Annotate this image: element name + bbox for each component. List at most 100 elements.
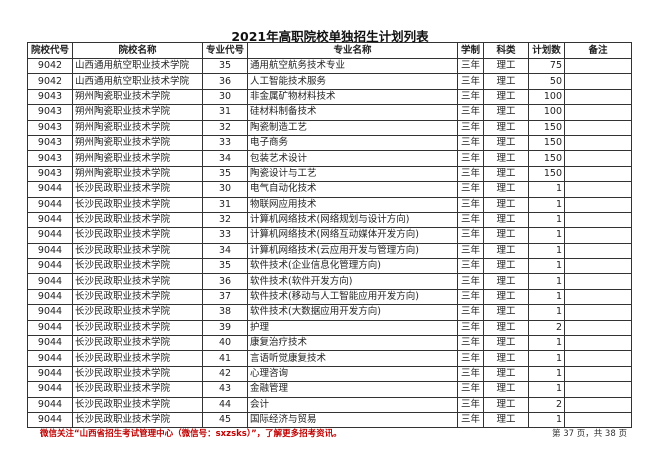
cell-major-code: 45 bbox=[202, 411, 248, 429]
cell-remarks bbox=[564, 411, 632, 429]
table-row: 9044 长沙民政职业技术学院 37 软件技术(移动与人工智能应用开发方向) 三年 理工 1 bbox=[27, 288, 632, 306]
cell-major-name: 非金属矿物材料技术 bbox=[247, 88, 458, 106]
cell-school-name: 长沙民政职业技术学院 bbox=[72, 242, 203, 260]
cell-major-name: 软件技术(企业信息化管理方向) bbox=[247, 258, 458, 275]
cell-major-name: 计算机网络技术(云应用开发与管理方向) bbox=[247, 242, 458, 260]
cell-category: 理工 bbox=[483, 134, 529, 152]
cell-category: 理工 bbox=[483, 304, 529, 321]
cell-major-code: 39 bbox=[202, 319, 248, 337]
cell-remarks bbox=[564, 88, 632, 106]
cell-major-name: 软件技术(大数据应用开发方向) bbox=[247, 304, 458, 321]
cell-major-name: 电气自动化技术 bbox=[247, 181, 458, 198]
cell-school-name: 长沙民政职业技术学院 bbox=[72, 381, 203, 398]
cell-school-code: 9043 bbox=[27, 150, 73, 167]
cell-plan-count: 1 bbox=[528, 242, 565, 260]
cell-major-code: 34 bbox=[202, 150, 248, 167]
cell-remarks bbox=[564, 150, 632, 167]
page-number: 第 37 页，共 38 页 bbox=[552, 429, 627, 439]
cell-school-name: 长沙民政职业技术学院 bbox=[72, 258, 203, 275]
table-row: 9044 长沙民政职业技术学院 38 软件技术(大数据应用开发方向) 三年 理工 1 bbox=[27, 304, 632, 321]
cell-category: 理工 bbox=[483, 227, 529, 244]
table-row: 9044 长沙民政职业技术学院 43 金融管理 三年 理工 1 bbox=[27, 381, 632, 398]
cell-school-name: 长沙民政职业技术学院 bbox=[72, 227, 203, 244]
enrollment-plan-table: 院校代号 院校名称 专业代号 专业名称 学制 科类 计划数 备注 9042 山西通用航空职业技术… bbox=[27, 42, 632, 429]
cell-remarks bbox=[564, 211, 632, 229]
cell-major-code: 43 bbox=[202, 381, 248, 398]
cell-remarks bbox=[564, 119, 632, 136]
cell-duration: 三年 bbox=[457, 165, 484, 183]
cell-plan-count: 2 bbox=[528, 319, 565, 337]
cell-duration: 三年 bbox=[457, 134, 484, 152]
cell-school-name: 长沙民政职业技术学院 bbox=[72, 288, 203, 306]
cell-school-code: 9044 bbox=[27, 181, 73, 198]
cell-major-name: 陶瓷制造工艺 bbox=[247, 119, 458, 136]
cell-duration: 三年 bbox=[457, 181, 484, 198]
header-category: 科类 bbox=[483, 42, 529, 59]
cell-duration: 三年 bbox=[457, 365, 484, 383]
cell-school-code: 9043 bbox=[27, 88, 73, 106]
cell-remarks bbox=[564, 181, 632, 198]
cell-major-code: 35 bbox=[202, 165, 248, 183]
cell-school-name: 长沙民政职业技术学院 bbox=[72, 196, 203, 213]
cell-major-code: 34 bbox=[202, 242, 248, 260]
cell-category: 理工 bbox=[483, 181, 529, 198]
cell-plan-count: 2 bbox=[528, 396, 565, 413]
header-duration: 学制 bbox=[457, 42, 484, 59]
cell-category: 理工 bbox=[483, 411, 529, 429]
cell-major-code: 30 bbox=[202, 88, 248, 106]
wechat-note: 微信关注“山西省招生考试管理中心（微信号：sxzsks）”，了解更多招考资讯。 bbox=[40, 429, 342, 439]
cell-plan-count: 1 bbox=[528, 288, 565, 306]
table-row: 9044 长沙民政职业技术学院 30 电气自动化技术 三年 理工 1 bbox=[27, 181, 632, 198]
cell-duration: 三年 bbox=[457, 57, 484, 75]
table-row: 9043 朔州陶瓷职业技术学院 30 非金属矿物材料技术 三年 理工 100 bbox=[27, 88, 632, 106]
table-row: 9044 长沙民政职业技术学院 42 心理咨询 三年 理工 1 bbox=[27, 365, 632, 383]
cell-remarks bbox=[564, 350, 632, 367]
cell-school-code: 9044 bbox=[27, 350, 73, 367]
cell-school-name: 长沙民政职业技术学院 bbox=[72, 319, 203, 337]
cell-school-name: 长沙民政职业技术学院 bbox=[72, 411, 203, 429]
cell-school-code: 9044 bbox=[27, 211, 73, 229]
cell-major-code: 30 bbox=[202, 181, 248, 198]
cell-remarks bbox=[564, 73, 632, 90]
cell-remarks bbox=[564, 196, 632, 213]
cell-major-name: 软件技术(软件开发方向) bbox=[247, 273, 458, 290]
cell-major-code: 42 bbox=[202, 365, 248, 383]
table-row: 9044 长沙民政职业技术学院 35 软件技术(企业信息化管理方向) 三年 理工 1 bbox=[27, 258, 632, 275]
cell-duration: 三年 bbox=[457, 104, 484, 121]
header-school-code: 院校代号 bbox=[27, 42, 73, 59]
table-row: 9043 朔州陶瓷职业技术学院 34 包装艺术设计 三年 理工 150 bbox=[27, 150, 632, 167]
cell-duration: 三年 bbox=[457, 381, 484, 398]
cell-school-code: 9044 bbox=[27, 273, 73, 290]
cell-duration: 三年 bbox=[457, 319, 484, 337]
cell-duration: 三年 bbox=[457, 73, 484, 90]
header-major-name: 专业名称 bbox=[247, 42, 458, 59]
cell-plan-count: 1 bbox=[528, 227, 565, 244]
cell-plan-count: 150 bbox=[528, 119, 565, 136]
cell-category: 理工 bbox=[483, 381, 529, 398]
cell-major-name: 金融管理 bbox=[247, 381, 458, 398]
cell-category: 理工 bbox=[483, 88, 529, 106]
cell-plan-count: 1 bbox=[528, 258, 565, 275]
cell-school-name: 朔州陶瓷职业技术学院 bbox=[72, 150, 203, 167]
cell-school-name: 朔州陶瓷职业技术学院 bbox=[72, 134, 203, 152]
cell-category: 理工 bbox=[483, 57, 529, 75]
cell-major-name: 计算机网络技术(网络互动媒体开发方向) bbox=[247, 227, 458, 244]
cell-major-name: 计算机网络技术(网络规划与设计方向) bbox=[247, 211, 458, 229]
cell-school-code: 9044 bbox=[27, 335, 73, 352]
cell-major-name: 软件技术(移动与人工智能应用开发方向) bbox=[247, 288, 458, 306]
cell-plan-count: 1 bbox=[528, 304, 565, 321]
cell-duration: 三年 bbox=[457, 304, 484, 321]
cell-school-code: 9042 bbox=[27, 73, 73, 90]
cell-remarks bbox=[564, 319, 632, 337]
cell-major-code: 40 bbox=[202, 335, 248, 352]
cell-school-code: 9043 bbox=[27, 119, 73, 136]
cell-plan-count: 1 bbox=[528, 411, 565, 429]
cell-plan-count: 1 bbox=[528, 196, 565, 213]
cell-category: 理工 bbox=[483, 319, 529, 337]
cell-school-name: 山西通用航空职业技术学院 bbox=[72, 73, 203, 90]
cell-plan-count: 1 bbox=[528, 181, 565, 198]
cell-remarks bbox=[564, 273, 632, 290]
cell-school-name: 朔州陶瓷职业技术学院 bbox=[72, 119, 203, 136]
cell-remarks bbox=[564, 165, 632, 183]
cell-duration: 三年 bbox=[457, 119, 484, 136]
